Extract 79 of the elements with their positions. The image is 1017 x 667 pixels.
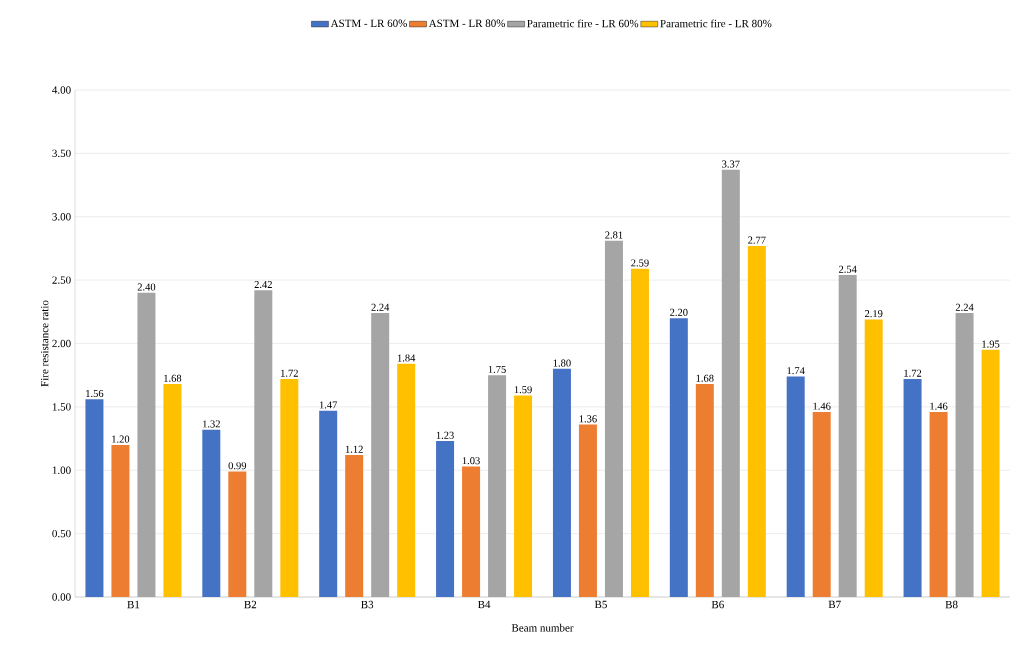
x-tick-label: B6 [711,600,724,609]
y-axis-title: Fire resistance ratio [40,300,49,387]
data-label: 2.59 [631,259,649,267]
data-label: 1.36 [579,415,597,423]
data-label: 2.19 [864,310,883,318]
data-label: 2.24 [371,303,390,311]
bar [669,318,688,597]
bar [929,411,948,597]
bar [345,455,364,597]
data-label: 1.68 [696,374,714,382]
x-tick-label: B1 [127,600,140,609]
data-label: 1.59 [514,386,532,394]
legend-label: ASTM - LR 80% [428,19,506,28]
data-label: 1.32 [203,420,220,428]
bar [552,368,571,597]
data-label: 0.99 [228,462,247,470]
x-tick-label: B4 [477,600,491,609]
data-label: 1.23 [436,431,454,439]
bar [514,395,533,597]
data-label: 2.81 [605,231,623,239]
bar [812,411,831,597]
data-label: 1.75 [488,365,506,373]
data-label: 1.72 [281,369,298,377]
data-label: 1.72 [904,369,922,377]
data-label: 1.03 [462,457,480,465]
bar [85,399,104,597]
y-tick-label: 1.50 [52,403,71,411]
legend-label: ASTM - LR 60% [330,19,407,28]
x-tick-label: B5 [594,600,607,609]
x-tick-label: B8 [945,600,958,609]
data-label: 1.80 [553,359,571,367]
bar [163,384,182,597]
bar [319,410,338,597]
data-label: 1.74 [787,367,805,375]
bar [630,268,649,597]
y-tick-label: 0.50 [52,529,71,538]
data-label: 1.68 [164,374,182,382]
data-label: 3.37 [722,160,740,168]
data-label: 1.12 [345,445,363,453]
data-label: 2.40 [137,283,156,291]
bar [111,444,130,597]
data-label: 2.54 [838,265,857,273]
bar [228,471,247,597]
data-label: 1.46 [930,402,948,410]
y-tick-label: 1.00 [52,466,71,474]
x-tick-label: B2 [244,600,257,609]
bar [747,245,766,597]
data-label: 1.47 [319,401,338,409]
bar [578,424,597,597]
bar [202,429,221,597]
bar [786,376,805,597]
y-tick-label: 2.00 [52,339,71,348]
legend-label: Parametric fire - LR 80% [660,19,772,28]
bar [981,349,1000,597]
data-label: 2.42 [254,280,272,289]
bar [462,466,481,597]
bar [695,384,714,597]
x-tick-label: B3 [361,600,374,609]
y-tick-label: 4.00 [52,86,71,94]
bar [864,319,883,597]
bar [903,378,922,597]
legend-label: Parametric fire - LR 60% [527,19,639,28]
y-tick-label: 3.50 [52,149,71,158]
bar [397,363,416,597]
y-tick-label: 3.00 [52,213,71,221]
data-label: 1.95 [982,340,1000,348]
data-label: 2.24 [955,303,974,311]
y-tick-label: 0.00 [52,593,71,601]
data-label: 1.20 [112,435,130,443]
bar [280,378,299,597]
x-axis-title: Beam number [511,623,574,632]
data-label: 2.20 [670,308,688,316]
data-label: 1.84 [397,354,416,362]
bar [436,441,455,597]
data-label: 2.77 [748,236,766,244]
x-tick-label: B7 [828,600,841,609]
y-tick-label: 2.50 [52,276,71,284]
data-label: 1.56 [86,389,104,398]
data-label: 1.46 [813,402,831,410]
